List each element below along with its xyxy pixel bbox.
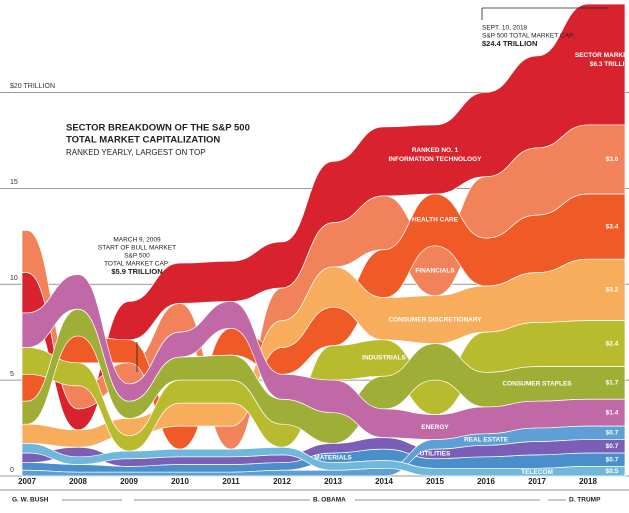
- x-tick-label: 2008: [69, 477, 87, 486]
- value-label: $2.4: [606, 340, 619, 347]
- annotation: S&P 500 TOTAL MARKET CAP:: [482, 33, 575, 40]
- sector-label: INDUSTRIALS: [362, 355, 406, 362]
- value-label: $3.6: [606, 156, 619, 163]
- x-tick-label: 2018: [579, 477, 597, 486]
- annotation: $5.9 TRILLION: [111, 267, 162, 276]
- value-label: $1.7: [606, 380, 619, 387]
- bands: [21, 3, 626, 477]
- value-label: $0.5: [606, 468, 619, 475]
- x-tick-label: 2013: [324, 477, 342, 486]
- y-tick-label: 0: [10, 467, 14, 474]
- sector-label: TELECOM: [521, 469, 553, 476]
- sector-label: CONSUMER DISCRETIONARY: [388, 316, 482, 323]
- y-tick-label: 15: [10, 179, 18, 186]
- chart-title: TOTAL MARKET CAPITALIZATION: [66, 135, 220, 146]
- value-label: $3.4: [606, 223, 619, 230]
- end-annotation: SECTOR MARKET CAP:: [575, 52, 629, 59]
- x-tick-label: 2017: [528, 477, 546, 486]
- value-label: $1.4: [606, 409, 619, 416]
- x-tick-label: 2009: [120, 477, 138, 486]
- chart-subtitle: RANKED YEARLY, LARGEST ON TOP: [66, 148, 206, 157]
- chart-title: SECTOR BREAKDOWN OF THE S&P 500: [66, 123, 250, 134]
- sector-annotation: RANKED NO. 1: [412, 147, 459, 154]
- value-label: $0.7: [606, 430, 619, 437]
- y-tick-label: 5: [10, 371, 14, 378]
- x-tick-label: 2012: [273, 477, 291, 486]
- labels: INFORMATION TECHNOLOGY RANKED NO. 1 $6.3 T…: [314, 52, 629, 476]
- x-tick-label: 2011: [222, 477, 240, 486]
- sector-label: REAL ESTATE: [464, 436, 509, 443]
- era-label: B. OBAMA: [313, 497, 346, 504]
- y-tick-label: 10: [10, 275, 18, 282]
- sector-label: CONSUMER STAPLES: [502, 381, 572, 388]
- sector-label: ENERGY: [421, 424, 449, 431]
- annotation: SEPT. 10, 2018: [482, 25, 528, 32]
- era-label: G. W. BUSH: [12, 497, 49, 504]
- x-tick-label: 2010: [171, 477, 189, 486]
- value-label: $6.3 TRILLION: [590, 61, 629, 68]
- annotation: TOTAL MARKET CAP:: [104, 261, 170, 268]
- annotation: MARCH 9, 2009: [113, 237, 161, 244]
- sector-label: FINANCIALS: [415, 267, 455, 274]
- x-tick-label: 2015: [426, 477, 444, 486]
- annotation: START OF BULL MARKET: [98, 245, 176, 252]
- y-tick-label: $20 TRILLION: [10, 83, 55, 90]
- sector-label: INFORMATION TECHNOLOGY: [388, 156, 482, 163]
- sector-label: MATERIALS: [314, 454, 352, 461]
- sector-band: [21, 308, 626, 444]
- x-tick-label: 2016: [477, 477, 495, 486]
- x-tick-label: 2014: [375, 477, 393, 486]
- value-label: $0.7: [606, 443, 619, 450]
- sector-label: UTILITIES: [420, 451, 451, 458]
- annotation: S&P 500: [124, 253, 150, 260]
- sector-band: [21, 443, 626, 477]
- annotation: $24.4 TRILLION: [482, 39, 537, 48]
- era-label: D. TRUMP: [569, 497, 601, 504]
- sector-label: HEALTH CARE: [412, 217, 459, 224]
- value-label: $0.7: [606, 456, 619, 463]
- sector-band: [21, 425, 626, 477]
- sector-band: [21, 274, 626, 440]
- value-label: $3.2: [606, 287, 619, 294]
- sector-band: [21, 3, 626, 431]
- x-tick-label: 2007: [18, 477, 36, 486]
